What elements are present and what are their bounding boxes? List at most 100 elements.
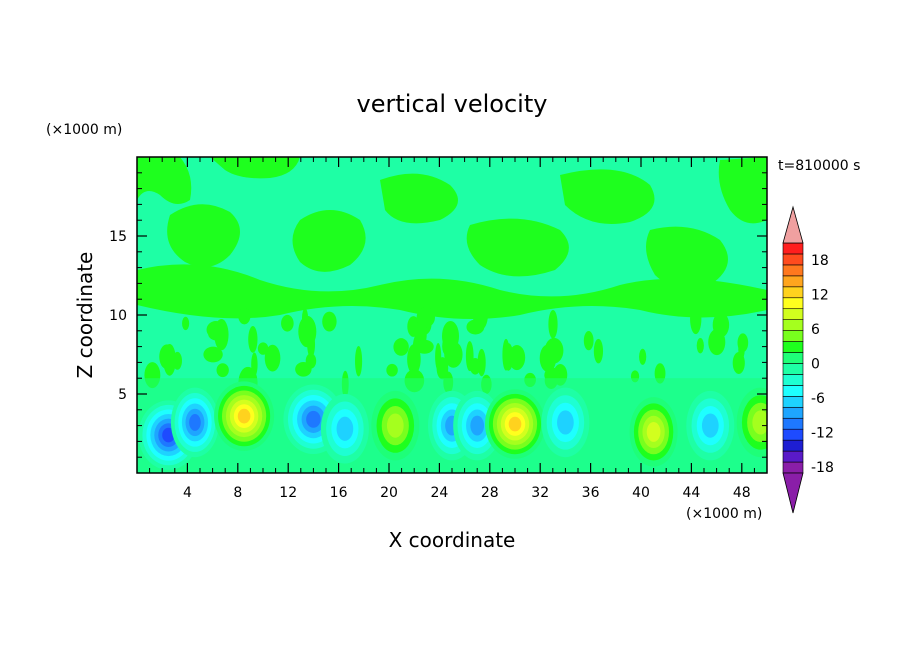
contour-level [189,414,201,431]
contour-level [701,413,719,438]
plot-field [137,157,767,473]
x-axis-units: (×1000 m) [686,506,762,522]
mid-patch [469,357,481,375]
mid-patch [737,333,749,353]
colorbar-over-arrow [782,205,804,244]
colorbar-segment [782,330,804,342]
mid-patch [301,308,309,328]
x-tick-label: 4 [183,485,192,501]
colorbar-segment [782,363,804,375]
mid-patch [593,338,604,364]
colorbar-tick-label: 6 [811,322,820,338]
mid-patch [539,344,557,373]
mid-patch [415,339,434,354]
mid-patch [307,331,316,358]
contour-level [162,427,175,443]
x-tick-label: 12 [279,485,297,501]
colorbar-segment [782,352,804,364]
mid-patch [257,342,269,355]
mid-patch [322,311,337,332]
mid-patch [548,309,558,339]
x-tick-label: 44 [682,485,700,501]
mid-patch [386,363,398,377]
colorbar-segment [782,319,804,331]
colorbar-segment [782,417,804,430]
contour-level [336,416,354,441]
mid-patch [251,352,258,377]
contour-level [752,410,767,435]
x-axis-ticks: 4 8 12 16 20 24 28 32 36 40 44 48 [149,157,755,501]
x-tick-label: 36 [582,485,600,501]
colorbar-segment [782,242,804,255]
x-tick-label: 28 [481,485,499,501]
time-label: t=810000 s [778,158,860,174]
mid-patch [416,307,436,328]
colorbar: 18 12 6 0 -6 -12 -18 [782,205,834,514]
colorbar-segment [782,297,804,310]
mid-patch [708,328,726,356]
y-tick-label: 10 [109,308,127,324]
contour-level [237,408,251,424]
chart-title: vertical velocity [357,90,548,118]
x-axis-label: X coordinate [389,528,516,552]
colorbar-tick-label: -6 [811,391,825,407]
upper-positive-patches [137,157,767,319]
colorbar-segment [782,253,804,266]
x-tick-label: 8 [233,485,242,501]
colorbar-under-arrow [782,472,804,514]
colorbar-tick-label: 12 [811,287,829,303]
colorbar-segment [782,341,804,353]
x-tick-label: 48 [733,485,751,501]
mid-patch [305,353,317,369]
x-tick-label: 32 [531,485,549,501]
colorbar-segment [782,406,804,419]
y-axis-units: (×1000 m) [46,122,122,138]
colorbar-segment [782,428,804,441]
mid-patch [393,338,409,356]
mid-patch [502,338,510,371]
colorbar-tick-label: 0 [811,356,820,372]
colorbar-segment [782,461,804,474]
mid-patch [214,318,229,351]
colorbar-segment [782,439,804,452]
colorbar-segment [782,286,804,299]
colorbar-tick-label: 18 [811,253,829,269]
contour-level [646,421,661,442]
contour-level [386,413,404,438]
colorbar-segment [782,264,804,277]
mid-patch [281,314,294,332]
colorbar-segment [782,374,804,386]
mid-patch [472,301,488,331]
colorbar-tick-label: -18 [811,460,834,476]
mid-patch [436,357,449,380]
mid-patch [583,331,594,351]
colorbar-segment [782,396,804,408]
mid-patch [163,343,176,376]
colorbar-segment [782,275,804,288]
contour-features [138,381,767,470]
mid-patch [696,338,704,354]
y-tick-label: 15 [109,229,127,245]
y-axis-label: Z coordinate [73,252,97,379]
mid-patch [248,325,258,353]
colorbar-segment [782,308,804,320]
contour-level [508,416,522,432]
x-tick-label: 24 [430,485,448,501]
contour-level [306,410,321,428]
x-tick-label: 40 [632,485,650,501]
y-axis-ticks: 5 10 15 [109,172,767,458]
mid-patch [508,345,526,371]
mid-patch [355,345,363,377]
y-tick-label: 5 [118,387,127,403]
colorbar-tick-label: -12 [811,425,834,441]
mid-patch [182,316,190,331]
mid-patch [216,363,229,378]
mid-patch [690,303,702,335]
contour-level [557,410,574,435]
x-tick-label: 16 [330,485,348,501]
mid-patch [639,348,647,365]
x-tick-label: 20 [380,485,398,501]
mid-patch [238,307,251,325]
colorbar-segment [782,385,804,397]
